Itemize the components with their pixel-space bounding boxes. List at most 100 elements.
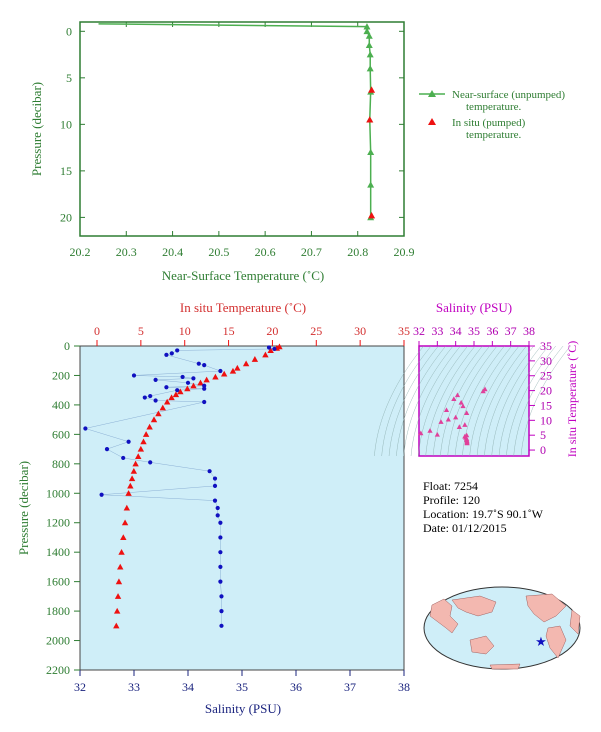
- salinity-marker: [219, 594, 224, 599]
- salinity-marker: [212, 476, 218, 481]
- unpumped-temperature-marker: [363, 23, 371, 30]
- legend-label-unpumped-1: Near-surface (unpumped): [452, 89, 565, 101]
- map-land-north-america: [525, 593, 567, 623]
- salinity-marker: [202, 386, 207, 391]
- temperature-top-ticks: 0 5 10 15 20 25 30 35: [94, 324, 410, 346]
- temperature-marker: [137, 445, 145, 452]
- ts-marker: [464, 440, 470, 446]
- near-surface-x-axis-label: Near-Surface Temperature (˚C): [162, 268, 324, 283]
- temperature-marker: [168, 394, 175, 401]
- temperature-marker: [114, 593, 122, 599]
- temperature-profile-markers: [113, 343, 283, 629]
- ts-density-contour-line: [396, 345, 446, 457]
- salinity-marker: [148, 460, 153, 465]
- ts-x-tick-label: 38: [523, 324, 535, 338]
- pressure-tick-label: 800: [52, 457, 70, 471]
- temperature-marker: [212, 373, 219, 380]
- salinity-marker: [218, 564, 223, 570]
- near-surface-x-tick-label: 20.4: [162, 245, 183, 259]
- temperature-marker: [234, 364, 241, 371]
- temperature-marker: [172, 391, 180, 398]
- salinity-tick-label: 32: [74, 680, 86, 694]
- float-id-text: Float: 7254: [423, 479, 478, 493]
- unpumped-temperature-marker: [365, 32, 373, 39]
- ts-marker: [480, 388, 486, 394]
- temperature-marker: [140, 438, 147, 445]
- salinity-marker: [215, 505, 220, 511]
- legend-marker-pumped: [428, 118, 436, 125]
- temperature-marker: [197, 379, 204, 386]
- legend-label-pumped-1: In situ (pumped): [452, 117, 526, 129]
- temperature-marker: [163, 398, 171, 405]
- ts-marker: [418, 430, 424, 436]
- temperature-marker: [113, 622, 120, 629]
- temperature-marker: [155, 410, 162, 417]
- near-surface-y-tick-label: 0: [66, 24, 72, 38]
- near-surface-y-tick-label: 10: [60, 117, 72, 131]
- temperature-marker: [115, 578, 123, 585]
- legend-label-unpumped-2: temperature.: [466, 101, 522, 113]
- ts-y-tick-label: 20: [540, 384, 552, 398]
- temperature-tick-label: 25: [310, 324, 322, 338]
- temperature-marker: [177, 388, 184, 395]
- near-surface-frame: [79, 21, 405, 237]
- temperature-marker: [135, 453, 142, 460]
- ts-title: Salinity (PSU): [436, 300, 512, 315]
- ts-y-tick-label: 10: [540, 413, 552, 427]
- ts-density-contour-line: [513, 345, 564, 457]
- salinity-marker: [126, 439, 131, 444]
- temperature-marker: [267, 347, 274, 353]
- ts-x-tick-label: 37: [505, 324, 517, 338]
- temperature-marker: [130, 467, 138, 474]
- ts-y-tick-label: 30: [540, 354, 552, 368]
- location-text: Location: 19.7˚S 90.1˚W: [423, 507, 544, 521]
- ts-marker: [460, 403, 466, 409]
- ts-marker: [434, 431, 440, 437]
- pumped-temperature-marker: [366, 116, 374, 123]
- ts-y-tick-label: 15: [540, 398, 552, 412]
- salinity-marker: [272, 346, 277, 352]
- pressure-tick-label: 2000: [46, 634, 70, 648]
- unpumped-temperature-marker: [366, 65, 374, 72]
- temperature-marker: [127, 482, 134, 489]
- salinity-tick-label: 36: [290, 680, 302, 694]
- temperature-marker: [184, 385, 191, 392]
- salinity-marker: [169, 351, 174, 356]
- salinity-marker: [219, 623, 224, 628]
- salinity-marker: [218, 368, 223, 374]
- salinity-marker: [175, 348, 180, 353]
- salinity-marker: [99, 492, 104, 497]
- near-surface-series: [98, 23, 376, 221]
- temperature-marker: [118, 548, 125, 555]
- salinity-marker: [180, 374, 185, 380]
- ts-marker: [445, 416, 451, 422]
- salinity-marker: [164, 352, 169, 357]
- map-land-asia-west: [429, 598, 459, 634]
- ts-marker: [464, 410, 470, 415]
- world-map: ★: [423, 586, 581, 670]
- profile-frame: [79, 345, 405, 671]
- map-land-africa-edge: [569, 609, 581, 635]
- temperature-tick-label: 30: [354, 324, 366, 338]
- date-text: Date: 01/12/2015: [423, 521, 507, 535]
- temperature-marker: [159, 404, 166, 411]
- salinity-marker: [207, 469, 212, 474]
- ts-density-contour-line: [506, 345, 556, 457]
- unpumped-temperature-marker: [367, 181, 375, 188]
- unpumped-temperature-marker: [366, 51, 374, 58]
- ts-density-contour-line: [381, 345, 432, 457]
- ts-x-tick-label: 32: [413, 324, 425, 338]
- temperature-tick-label: 0: [94, 324, 100, 338]
- temperature-tick-label: 20: [266, 324, 278, 338]
- ts-density-contour-line: [432, 345, 483, 457]
- ts-density-contour-line: [374, 345, 424, 457]
- near-surface-y-tick-label: 15: [60, 164, 72, 178]
- temperature-tick-label: 10: [179, 324, 191, 338]
- temperature-marker: [190, 382, 197, 389]
- salinity-bottom-ticks: 32 33 34 35 36 37 38: [74, 670, 410, 694]
- unpumped-temperature-marker: [363, 27, 371, 35]
- salinity-marker: [218, 579, 223, 584]
- ts-density-contour-line: [476, 345, 527, 457]
- near-surface-x-tick-label: 20.9: [394, 245, 415, 259]
- pressure-tick-label: 1400: [46, 545, 70, 559]
